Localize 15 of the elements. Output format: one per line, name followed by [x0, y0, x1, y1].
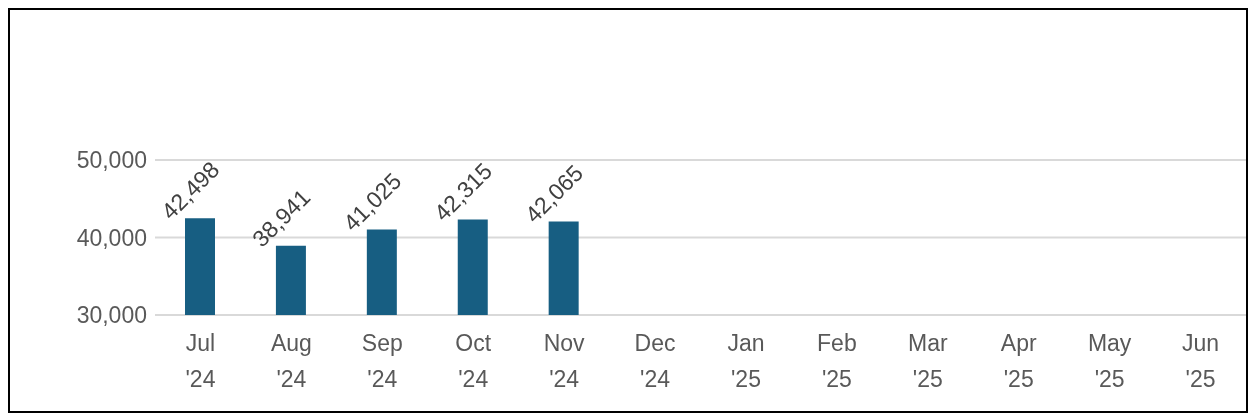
- y-tick-label: 30,000: [76, 302, 147, 329]
- x-tick-label: Sep '24: [361, 330, 403, 392]
- y-tick-label: 50,000: [76, 147, 147, 174]
- x-tick-label: Mar '25: [907, 330, 948, 392]
- x-tick-label: Dec '24: [634, 330, 676, 392]
- x-tick-label: Jun '25: [1181, 330, 1220, 392]
- x-tick-label: May '25: [1087, 330, 1132, 392]
- x-tick-label: Oct '24: [455, 330, 492, 392]
- x-tick-label: Nov '24: [543, 330, 586, 392]
- x-tick-label: Apr '25: [1000, 330, 1037, 392]
- x-tick-label: Jul '24: [185, 330, 216, 392]
- x-tick-label: Feb '25: [817, 330, 857, 392]
- y-tick-label: 40,000: [76, 224, 147, 251]
- x-tick-label: Aug '24: [270, 330, 312, 392]
- x-tick-label: Jan '25: [727, 330, 765, 392]
